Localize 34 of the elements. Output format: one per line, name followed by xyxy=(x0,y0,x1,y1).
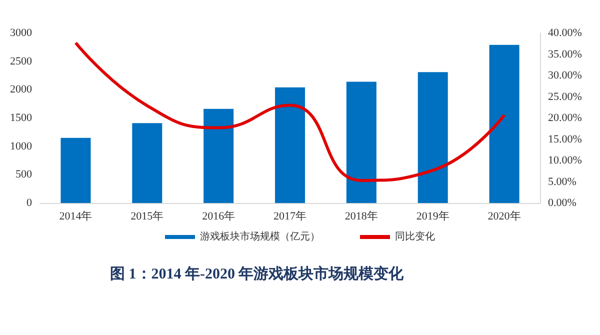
line-series xyxy=(74,41,506,182)
legend-label: 游戏板块市场规模（亿元） xyxy=(200,230,320,242)
x-tick-label: 2015年 xyxy=(130,210,164,222)
x-tick-label: 2020年 xyxy=(488,210,521,222)
bar xyxy=(132,123,162,203)
y2-tick-label: 10.00% xyxy=(548,154,582,166)
y-tick-label: 3000 xyxy=(10,27,32,39)
x-tick-label: 2014年 xyxy=(59,210,92,222)
y2-tick-label: 15.00% xyxy=(548,133,582,146)
x-tick-label: 2016年 xyxy=(202,210,236,222)
bar xyxy=(346,82,376,203)
bar xyxy=(60,138,91,203)
y-tick-label: 0 xyxy=(26,197,32,209)
bar xyxy=(275,87,305,203)
y-tick-label: 500 xyxy=(16,168,32,181)
x-tick-label: 2019年 xyxy=(416,210,450,222)
y-tick-label: 1000 xyxy=(10,140,32,152)
bar xyxy=(418,72,448,203)
y2-tick-label: 35.00% xyxy=(548,48,582,60)
y2-tick-label: 5.00% xyxy=(548,176,576,188)
y2-tick-label: 20.00% xyxy=(548,112,582,124)
y2-tick-label: 40.00% xyxy=(548,27,582,39)
y2-tick-label: 30.00% xyxy=(548,70,582,82)
y2-tick-label: 0.00% xyxy=(548,197,576,209)
y-tick-label: 2000 xyxy=(10,84,32,96)
x-tick-label: 2017年 xyxy=(274,210,306,222)
bar xyxy=(204,108,234,203)
x-tick-label: 2018年 xyxy=(344,210,378,222)
bar xyxy=(489,44,520,203)
y-tick-label: 1500 xyxy=(10,112,32,124)
y2-tick-label: 25.00% xyxy=(548,90,582,103)
legend-label: 同比变化 xyxy=(395,230,435,242)
y-tick-label: 2500 xyxy=(10,55,32,68)
text: 图 1：2014 年-2020 年游戏板块市场规模变化 xyxy=(110,264,405,282)
